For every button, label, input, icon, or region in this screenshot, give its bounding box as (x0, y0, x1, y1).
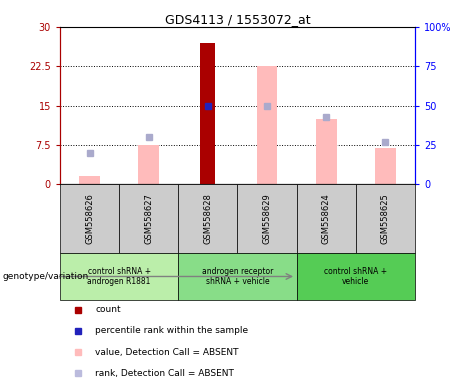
Bar (138, 145, 159, 184)
Text: GSM558627: GSM558627 (144, 194, 153, 244)
Text: control shRNA +
vehicle: control shRNA + vehicle (324, 267, 387, 286)
Bar (201, 43, 215, 184)
Bar (296, 253, 415, 300)
Bar (79, 177, 100, 184)
Bar (119, 184, 178, 253)
Bar (316, 119, 337, 184)
Bar (356, 184, 415, 253)
Bar (60, 184, 119, 253)
Text: control shRNA +
androgen R1881: control shRNA + androgen R1881 (88, 267, 151, 286)
Text: GSM558625: GSM558625 (381, 194, 390, 244)
Text: GSM558629: GSM558629 (262, 194, 272, 244)
Bar (375, 147, 396, 184)
Text: percentile rank within the sample: percentile rank within the sample (95, 326, 248, 335)
Text: GSM558626: GSM558626 (85, 194, 94, 244)
Text: rank, Detection Call = ABSENT: rank, Detection Call = ABSENT (95, 369, 234, 378)
Text: count: count (95, 305, 121, 314)
Text: genotype/variation: genotype/variation (2, 272, 89, 281)
Text: androgen receptor
shRNA + vehicle: androgen receptor shRNA + vehicle (202, 267, 273, 286)
Bar (60, 253, 178, 300)
Bar (237, 184, 296, 253)
Bar (178, 184, 237, 253)
Bar (296, 184, 356, 253)
Text: GSM558628: GSM558628 (203, 194, 213, 244)
Bar (178, 253, 296, 300)
Bar (257, 66, 278, 184)
Text: GSM558624: GSM558624 (322, 194, 331, 244)
Title: GDS4113 / 1553072_at: GDS4113 / 1553072_at (165, 13, 310, 26)
Text: value, Detection Call = ABSENT: value, Detection Call = ABSENT (95, 348, 239, 357)
